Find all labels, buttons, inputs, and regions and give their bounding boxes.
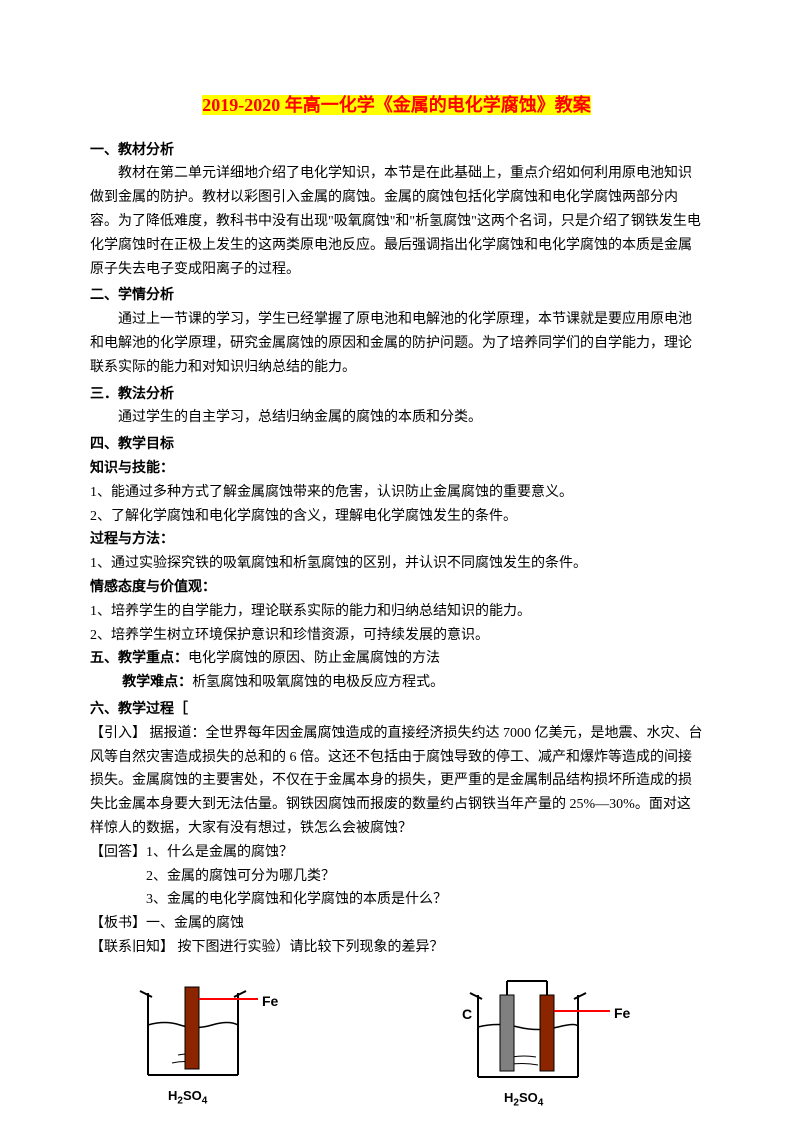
process-method-head: 过程与方法：: [90, 528, 703, 552]
difficulty-label: 教学难点：: [122, 675, 192, 690]
link-old-knowledge-block: 【联系旧知】 按下图进行实验）请比较下列现象的差异？: [90, 936, 703, 960]
intro-label: 【引入】: [90, 726, 146, 741]
section-3-head: 三．教法分析: [90, 383, 703, 407]
knowledge-item-1: 1、能通过多种方式了解金属腐蚀带来的危害，认识防止金属腐蚀的重要意义。: [90, 481, 703, 505]
diagram-1-svg: [130, 975, 310, 1105]
answer-label: 【回答】: [90, 845, 146, 860]
emotion-item-1: 1、培养学生的自学能力，理论联系实际的能力和归纳总结知识的能力。: [90, 600, 703, 624]
difficulty-text: 析氢腐蚀和吸氧腐蚀的电极反应方程式。: [192, 675, 444, 690]
diagrams-row: Fe H2SO4 C Fe: [130, 975, 703, 1115]
diagram-1-fe-label: Fe: [262, 990, 278, 1014]
focus-text: 电化学腐蚀的原因、防止金属腐蚀的方法: [188, 651, 440, 666]
link-label: 【联系旧知】: [90, 940, 174, 955]
section-1-para: 教材在第二单元详细地介绍了电化学知识，本节是在此基础上，重点介绍如何利用原电池知…: [90, 162, 703, 281]
emotion-item-2: 2、培养学生树立环境保护意识和珍惜资源，可持续发展的意识。: [90, 624, 703, 648]
emotion-value-head: 情感态度与价值观：: [90, 576, 703, 600]
answer-block: 【回答】1、什么是金属的腐蚀？: [90, 841, 703, 865]
knowledge-item-2: 2、了解化学腐蚀和电化学腐蚀的含义，理解电化学腐蚀发生的条件。: [90, 505, 703, 529]
section-2-head: 二、学情分析: [90, 284, 703, 308]
answer-q2: 2、金属的腐蚀可分为哪几类？: [146, 865, 703, 889]
section-5: 五、教学重点：电化学腐蚀的原因、防止金属腐蚀的方法: [90, 647, 703, 671]
diagram-1-h2so4-label: H2SO4: [168, 1085, 207, 1110]
diagram-1: Fe H2SO4: [130, 975, 310, 1115]
answer-q3: 3、金属的电化学腐蚀和化学腐蚀的本质是什么？: [146, 888, 703, 912]
link-text: 按下图进行实验）请比较下列现象的差异？: [174, 940, 444, 955]
blackboard-text: 一、金属的腐蚀: [146, 916, 244, 931]
diagram-2-h2so4-label: H2SO4: [504, 1087, 543, 1112]
section-2-para: 通过上一节课的学习，学生已经掌握了原电池和电解池的化学原理，本节课就是要应用原电…: [90, 308, 703, 379]
title-subject: 《金属的电化学腐蚀》教案: [375, 95, 591, 115]
section-4-head: 四、教学目标: [90, 433, 703, 457]
section-1-head: 一、教材分析: [90, 139, 703, 163]
intro-text: 据报道：全世界每年因金属腐蚀造成的直接经济损失约达 7000 亿美元，是地震、水…: [90, 726, 703, 836]
section-6-head: 六、教学过程［: [90, 698, 703, 722]
diagram-2-c-label: C: [462, 1003, 472, 1027]
section-5-difficulty: 教学难点：析氢腐蚀和吸氧腐蚀的电极反应方程式。: [90, 671, 703, 695]
document-title: 2019-2020 年高一化学《金属的电化学腐蚀》教案: [90, 90, 703, 121]
blackboard-block: 【板书】一、金属的腐蚀: [90, 912, 703, 936]
process-item-1: 1、通过实验探究铁的吸氧腐蚀和析氢腐蚀的区别，并认识不同腐蚀发生的条件。: [90, 552, 703, 576]
diagram-2-fe-label: Fe: [614, 1002, 630, 1026]
diagram-2: C Fe H2SO4: [450, 975, 650, 1115]
section-3-para: 通过学生的自主学习，总结归纳金属的腐蚀的本质和分类。: [90, 406, 703, 430]
intro-block: 【引入】 据报道：全世界每年因金属腐蚀造成的直接经济损失约达 7000 亿美元，…: [90, 722, 703, 841]
focus-label: 五、教学重点：: [90, 651, 188, 666]
title-year: 2019-2020 年高一化学: [202, 95, 375, 115]
blackboard-label: 【板书】: [90, 916, 146, 931]
diagram-2-svg: [450, 975, 650, 1105]
answer-q1: 1、什么是金属的腐蚀？: [146, 845, 293, 860]
knowledge-skills-head: 知识与技能：: [90, 457, 703, 481]
